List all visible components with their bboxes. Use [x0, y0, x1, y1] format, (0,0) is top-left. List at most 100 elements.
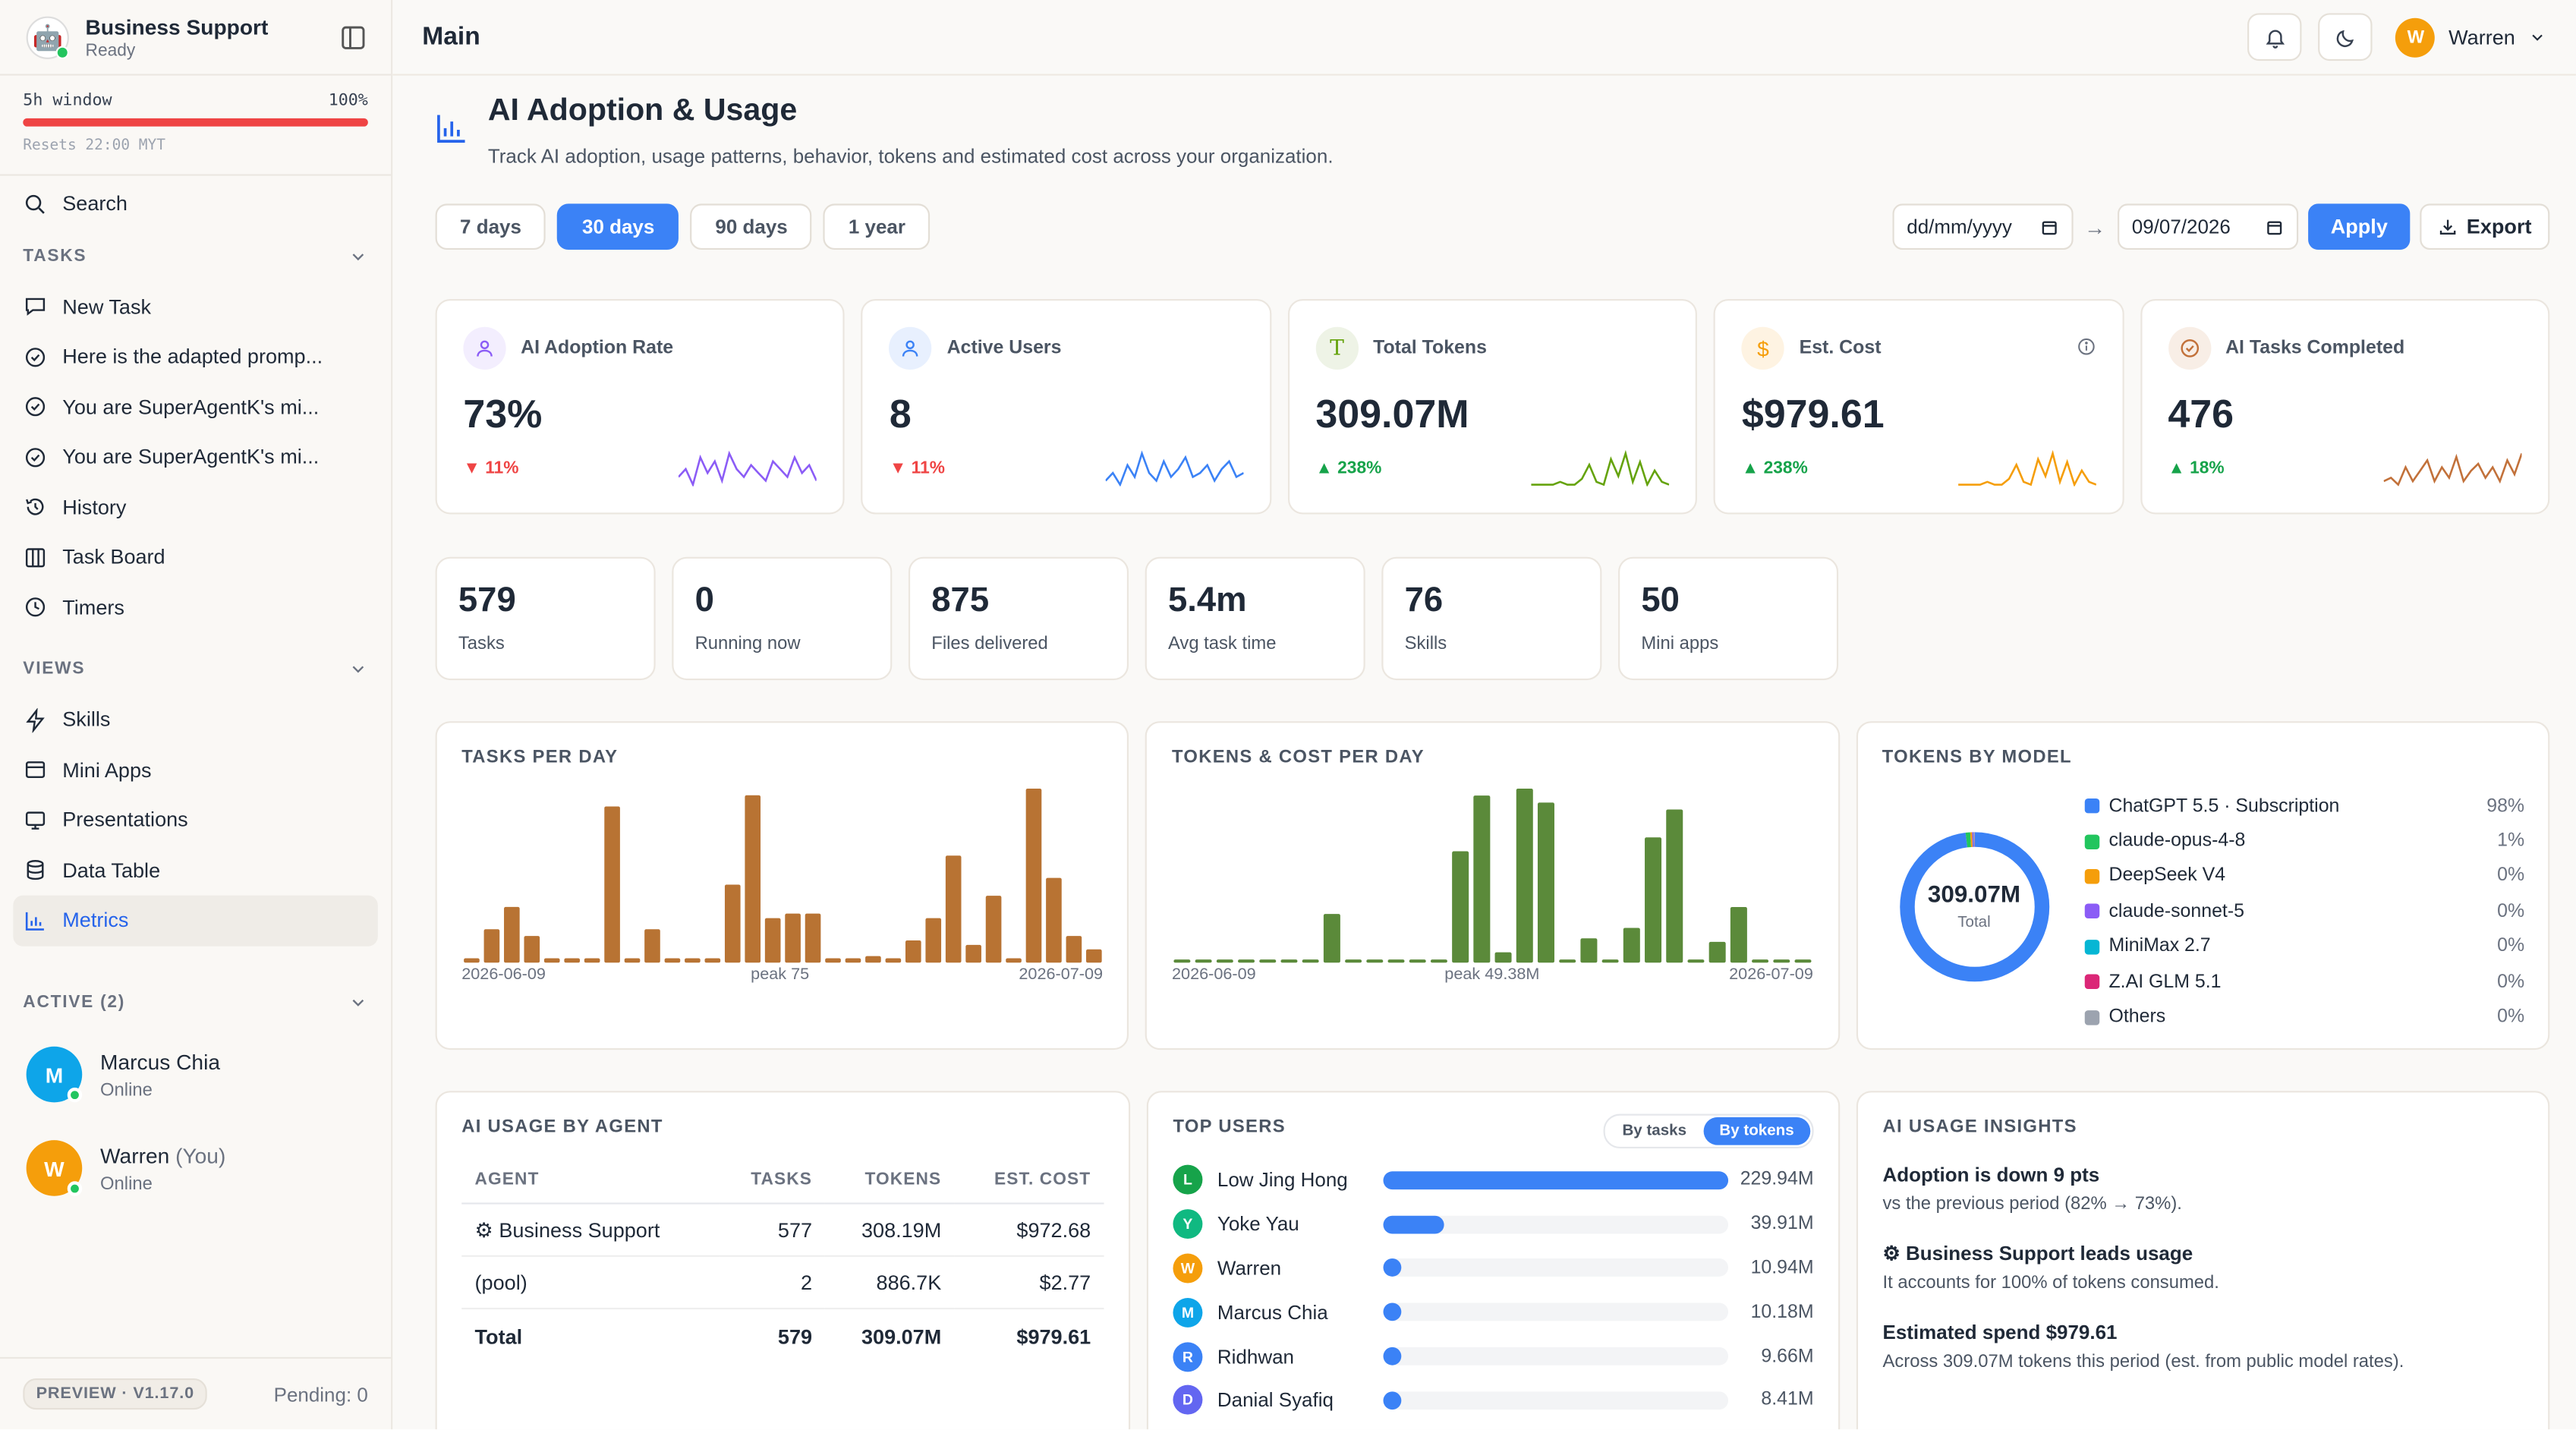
column-header[interactable]: TOKENS — [825, 1160, 955, 1205]
sidebar-item-timers[interactable]: Timers — [0, 582, 391, 632]
app-avatar[interactable]: 🤖 — [26, 15, 69, 58]
info-icon[interactable] — [2076, 337, 2096, 357]
chart-bar[interactable] — [1730, 906, 1748, 963]
sidebar-item-task[interactable]: You are SuperAgentK's mi... — [0, 432, 391, 482]
chart-bar[interactable] — [1688, 959, 1705, 963]
column-header[interactable]: TASKS — [719, 1160, 826, 1205]
chart-bar[interactable] — [845, 958, 861, 963]
chart-bar[interactable] — [1174, 959, 1192, 963]
chart-bar[interactable] — [1559, 959, 1576, 963]
sidebar-item-new-task[interactable]: New Task — [0, 282, 391, 332]
legend-item[interactable]: ChatGPT 5.5 · Subscription 98% — [2084, 789, 2524, 824]
chart-bar[interactable] — [865, 956, 881, 963]
table-row[interactable]: ⚙ Business Support 577 308.19M $972.68 — [461, 1203, 1104, 1257]
chart-bar[interactable] — [825, 958, 841, 963]
chart-bar[interactable] — [624, 958, 641, 963]
views-section-header[interactable]: VIEWS — [0, 642, 391, 695]
chart-bar[interactable] — [1666, 809, 1683, 963]
chart-bar[interactable] — [1302, 959, 1320, 963]
sidebar-item-metrics[interactable]: Metrics — [13, 895, 378, 946]
column-header[interactable]: EST. COST — [954, 1160, 1104, 1205]
chart-bar[interactable] — [764, 918, 781, 963]
theme-toggle-button[interactable] — [2319, 13, 2373, 61]
chart-bar[interactable] — [1195, 959, 1213, 963]
sidebar-item-skills[interactable]: Skills — [0, 695, 391, 745]
by-tasks-toggle[interactable]: By tasks — [1622, 1122, 1687, 1141]
sidebar-item-task-board[interactable]: Task Board — [0, 532, 391, 582]
chart-bar[interactable] — [704, 958, 721, 963]
chart-bar[interactable] — [1025, 788, 1042, 963]
chart-bar[interactable] — [1516, 788, 1534, 963]
chart-bar[interactable] — [464, 958, 480, 963]
sidebar-toggle-icon[interactable] — [339, 22, 368, 52]
sidebar-item-task[interactable]: You are SuperAgentK's mi... — [0, 382, 391, 432]
table-row[interactable]: (pool) 2 886.7K $2.77 — [461, 1255, 1104, 1310]
chart-bar[interactable] — [1345, 959, 1362, 963]
chart-bar[interactable] — [1409, 959, 1427, 963]
chart-bar[interactable] — [965, 944, 981, 963]
chart-bar[interactable] — [985, 896, 1002, 963]
chart-bar[interactable] — [1086, 949, 1102, 963]
chart-bar[interactable] — [1752, 959, 1769, 963]
chart-bar[interactable] — [785, 913, 801, 963]
range-90-days-button[interactable]: 90 days — [690, 203, 813, 250]
chart-bar[interactable] — [925, 918, 942, 963]
end-date-input[interactable]: 09/07/2026 — [2117, 203, 2298, 250]
chart-bar[interactable] — [1431, 959, 1448, 963]
chart-bar[interactable] — [1623, 928, 1641, 963]
list-item[interactable]: D Danial Syafiq 8.41M — [1173, 1378, 1814, 1422]
chart-bar[interactable] — [1538, 802, 1555, 963]
chart-bar[interactable] — [1795, 959, 1812, 963]
chart-bar[interactable] — [1259, 959, 1277, 963]
active-user-row[interactable]: W Warren (You) Online — [0, 1121, 391, 1214]
notifications-button[interactable] — [2248, 13, 2303, 61]
apply-button[interactable]: Apply — [2307, 203, 2411, 250]
list-item[interactable]: M Marcus Chia 10.18M — [1173, 1290, 1814, 1334]
chart-bar[interactable] — [1238, 959, 1255, 963]
range-7-days-button[interactable]: 7 days — [435, 203, 546, 250]
chart-bar[interactable] — [483, 929, 500, 963]
chart-bar[interactable] — [1281, 959, 1299, 963]
active-section-header[interactable]: ACTIVE (2) — [0, 975, 391, 1028]
list-item[interactable]: L Low Jing Hong 229.94M — [1173, 1158, 1814, 1202]
chart-bar[interactable] — [1388, 959, 1406, 963]
chart-bar[interactable] — [1452, 851, 1469, 963]
start-date-input[interactable]: dd/mm/yyyy — [1891, 203, 2073, 250]
chart-bar[interactable] — [685, 958, 701, 963]
search-nav[interactable]: Search — [0, 179, 391, 229]
chart-bar[interactable] — [945, 855, 962, 963]
chart-bar[interactable] — [1474, 795, 1491, 963]
legend-item[interactable]: DeepSeek V4 0% — [2084, 859, 2524, 894]
legend-item[interactable]: claude-opus-4-8 1% — [2084, 824, 2524, 858]
sidebar-item-data-table[interactable]: Data Table — [0, 846, 391, 896]
chart-bar[interactable] — [724, 884, 741, 963]
list-item[interactable]: W Warren 10.94M — [1173, 1246, 1814, 1290]
sidebar-item-presentations[interactable]: Presentations — [0, 795, 391, 846]
user-menu[interactable]: W Warren — [2395, 17, 2546, 57]
by-tokens-toggle[interactable]: By tokens — [1702, 1117, 1811, 1145]
chart-bar[interactable] — [1046, 877, 1062, 963]
tasks-section-header[interactable]: TASKS — [0, 229, 391, 282]
chart-bar[interactable] — [1066, 936, 1082, 963]
export-button[interactable]: Export — [2420, 203, 2550, 250]
sidebar-item-task[interactable]: Here is the adapted promp... — [0, 332, 391, 382]
chart-bar[interactable] — [1324, 914, 1341, 963]
chart-bar[interactable] — [1774, 959, 1791, 963]
column-header[interactable]: AGENT — [461, 1160, 720, 1205]
list-item[interactable]: R Ridhwan 9.66M — [1173, 1334, 1814, 1378]
legend-item[interactable]: claude-sonnet-5 0% — [2084, 894, 2524, 929]
range-30-days-button[interactable]: 30 days — [557, 203, 679, 250]
chart-bar[interactable] — [905, 940, 921, 963]
active-user-row[interactable]: M Marcus Chia Online — [0, 1028, 391, 1121]
chart-bar[interactable] — [1602, 959, 1620, 963]
chart-bar[interactable] — [564, 958, 581, 963]
chart-bar[interactable] — [524, 936, 540, 963]
chart-bar[interactable] — [644, 929, 660, 963]
legend-item[interactable]: MiniMax 2.7 0% — [2084, 929, 2524, 964]
chart-bar[interactable] — [1581, 938, 1598, 963]
chart-bar[interactable] — [664, 958, 681, 963]
chart-bar[interactable] — [604, 806, 620, 963]
legend-item[interactable]: Z.AI GLM 5.1 0% — [2084, 964, 2524, 999]
chart-bar[interactable] — [1217, 959, 1234, 963]
chart-bar[interactable] — [584, 958, 600, 963]
